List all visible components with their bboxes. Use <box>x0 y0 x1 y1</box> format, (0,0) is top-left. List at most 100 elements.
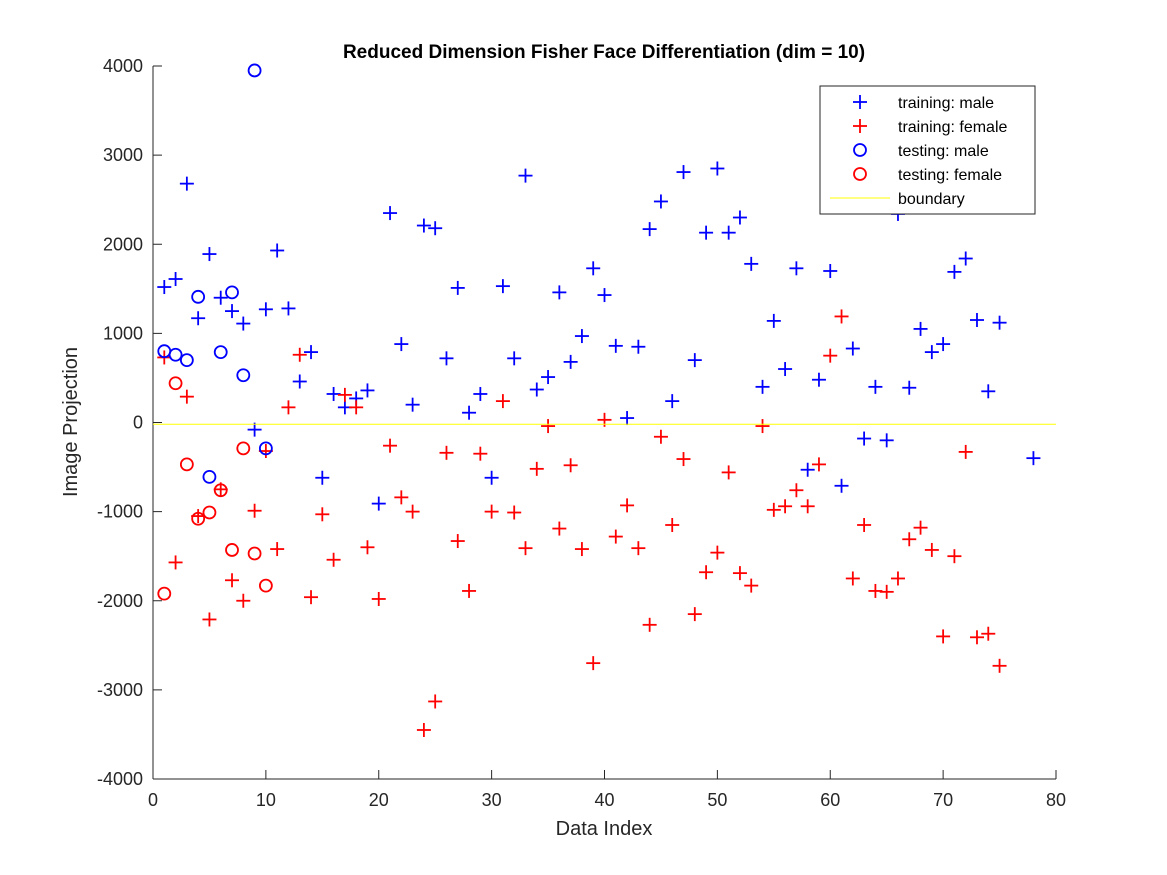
training-male-point <box>947 264 962 279</box>
y-axis-ticks: -4000 -3000 -2000 -1000 0 1000 2000 3000 4000 <box>97 56 162 789</box>
training-male-point <box>721 225 736 240</box>
x-tick-label: 20 <box>369 790 389 810</box>
training-male-point <box>710 161 725 176</box>
training-male-point <box>902 380 917 395</box>
training-male-point <box>507 351 522 366</box>
training-female-point <box>552 521 567 536</box>
training-female-point <box>631 541 646 556</box>
testing-male-point <box>213 345 228 359</box>
training-female-point <box>890 571 905 586</box>
y-tick-label: -1000 <box>97 502 143 522</box>
training-female-point <box>699 565 714 580</box>
testing-male-point <box>247 63 262 78</box>
training-male-point <box>495 279 510 294</box>
testing-male-point <box>202 469 217 484</box>
training-male-point <box>845 341 860 356</box>
x-axis-label: Data Index <box>556 818 653 840</box>
training-male-point <box>439 351 454 366</box>
training-male-point <box>778 362 793 377</box>
legend-swatch <box>853 143 867 157</box>
legend-item-testing-male: testing: male <box>853 143 989 160</box>
training-male-point <box>574 329 589 344</box>
training-male-point <box>823 263 838 278</box>
training-female-point <box>823 348 838 363</box>
training-female-point <box>337 387 352 402</box>
training-female-point <box>789 483 804 498</box>
training-female-point <box>834 309 849 324</box>
training-male-point <box>157 280 172 295</box>
testing-male-point <box>191 289 206 304</box>
testing-female-point <box>168 376 183 391</box>
training-female-point <box>416 722 431 737</box>
training-male-point <box>981 384 996 399</box>
training-female-point <box>981 626 996 641</box>
training-female-point <box>778 499 793 514</box>
training-female-point <box>462 583 477 598</box>
training-female-point <box>270 542 285 557</box>
legend: training: male training: female testing: m… <box>819 85 1036 215</box>
y-tick-label: 0 <box>133 413 143 433</box>
training-female-point <box>428 694 443 709</box>
training-male-point <box>270 243 285 258</box>
training-female-point <box>732 566 747 581</box>
training-female-point <box>473 446 488 461</box>
legend-swatch <box>853 119 867 133</box>
training-male-point <box>236 316 251 331</box>
training-female-point <box>236 593 251 608</box>
training-female-point <box>766 502 781 517</box>
y-tick-label: 2000 <box>103 234 143 254</box>
testing-female-point <box>213 483 228 498</box>
training-male-point <box>360 383 375 398</box>
training-female-point <box>405 504 420 519</box>
training-male-point <box>732 210 747 225</box>
training-male-point <box>191 311 206 326</box>
training-male-point <box>225 304 240 319</box>
x-tick-label: 40 <box>594 790 614 810</box>
training-female-point <box>518 541 533 556</box>
training-male-point <box>281 301 296 316</box>
training-female-point <box>450 534 465 549</box>
training-male-point <box>563 354 578 369</box>
y-tick-label: -2000 <box>97 591 143 611</box>
training-male-point <box>800 462 815 477</box>
training-female-point <box>315 507 330 522</box>
training-female-point <box>586 656 601 671</box>
testing-male-point <box>236 368 251 383</box>
training-female-point <box>620 498 635 513</box>
testing-female-point <box>191 511 206 526</box>
y-tick-label: -4000 <box>97 769 143 789</box>
training-male-point <box>789 261 804 276</box>
training-female-point <box>992 658 1007 673</box>
testing-male-point <box>179 353 194 368</box>
training-male-point <box>529 382 544 397</box>
training-male-point <box>699 225 714 240</box>
training-female-point <box>529 461 544 476</box>
training-male-point <box>857 431 872 446</box>
training-male-point <box>247 422 262 437</box>
training-male-point <box>642 222 657 237</box>
legend-item-training-female: training: female <box>853 119 1007 136</box>
training-female-point <box>755 419 770 434</box>
training-male-point <box>608 338 623 353</box>
training-female-point <box>721 465 736 480</box>
training-male-point <box>755 379 770 394</box>
legend-label: training: male <box>898 95 994 112</box>
training-male-point <box>958 251 973 266</box>
training-female-point <box>800 499 815 514</box>
testing-male-point <box>168 347 183 362</box>
training-male-point <box>868 379 883 394</box>
x-tick-label: 70 <box>933 790 953 810</box>
training-male-point <box>969 313 984 328</box>
legend-swatch <box>853 95 867 109</box>
training-male-point <box>834 478 849 493</box>
training-male-point <box>653 194 668 209</box>
training-male-point <box>631 339 646 354</box>
training-female-point <box>563 458 578 473</box>
training-male-point <box>304 345 319 360</box>
training-female-point <box>179 389 194 404</box>
training-female-point <box>168 555 183 570</box>
legend-item-testing-female: testing: female <box>853 167 1002 184</box>
training-female-point <box>281 400 296 415</box>
training-male-point <box>913 321 928 336</box>
training-female-point <box>676 452 691 467</box>
